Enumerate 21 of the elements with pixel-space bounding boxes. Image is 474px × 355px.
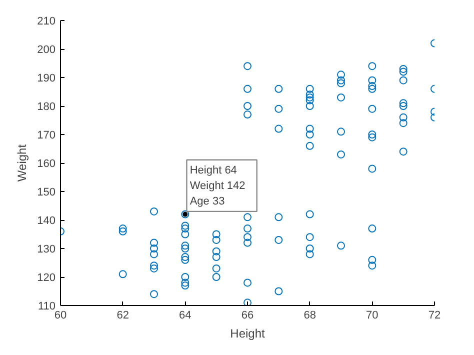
annotation: Height 64 Weight 142 Age 33 [190,164,246,208]
x-tick-label: 66 [241,310,254,322]
x-tick-label: 62 [116,310,129,322]
y-tick-label: 110 [38,300,56,312]
x-tick-label: 60 [54,310,67,322]
y-tick-label: 210 [37,16,56,28]
y-tick-label: 150 [37,186,56,198]
y-tick-label: 130 [37,244,56,256]
y-tick-label: 120 [37,272,56,284]
y-tick-label: 140 [37,215,56,227]
y-tick-label: 200 [37,44,56,56]
x-tick-label: 70 [366,310,378,322]
y-tick-label: 160 [37,158,56,170]
y-tick-label: 180 [37,101,56,113]
x-tick-label: 64 [179,310,192,322]
x-tick-label: 72 [428,310,441,322]
y-tick-label: 190 [37,72,56,84]
x-tick-label: 68 [304,310,316,322]
y-tick-label: 170 [37,130,56,142]
y-axis-title: Weight [15,144,30,182]
x-axis-title: Height [230,326,266,340]
